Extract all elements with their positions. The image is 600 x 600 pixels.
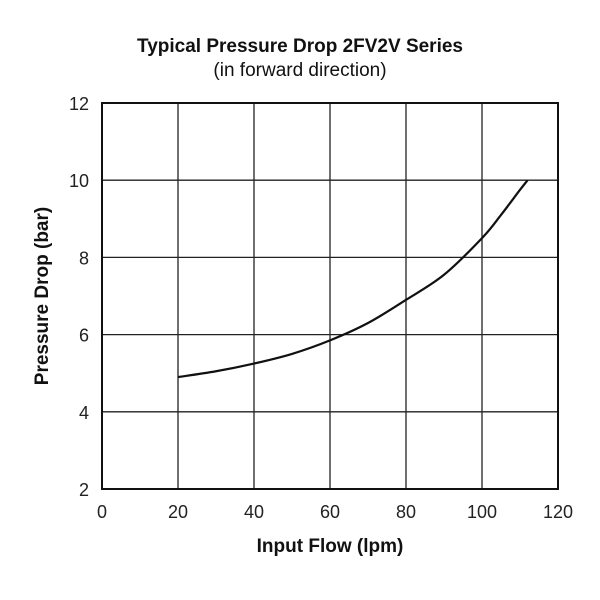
y-axis-label: Pressure Drop (bar) (32, 207, 53, 385)
x-tick-label: 20 (168, 502, 188, 522)
x-tick-label: 120 (543, 502, 573, 522)
x-tick-label: 0 (97, 502, 107, 522)
tick-labels: 0 20 40 60 80 100 120 2 4 6 8 10 12 (69, 94, 573, 522)
y-tick-label: 8 (79, 248, 89, 268)
x-tick-label: 100 (467, 502, 497, 522)
y-tick-label: 6 (79, 326, 89, 346)
x-tick-label: 60 (320, 502, 340, 522)
grid-lines (102, 103, 558, 489)
plot-frame (101, 102, 559, 490)
y-tick-label: 12 (69, 94, 89, 114)
y-tick-label: 10 (69, 171, 89, 191)
y-tick-label: 4 (79, 403, 89, 423)
chart-subtitle: (in forward direction) (213, 60, 387, 81)
x-tick-label: 40 (244, 502, 264, 522)
series-line-pressure-drop (177, 179, 529, 379)
x-axis-label: Input Flow (lpm) (257, 536, 404, 557)
chart-title: Typical Pressure Drop 2FV2V Series (137, 36, 463, 57)
x-tick-label: 80 (396, 502, 416, 522)
y-tick-label: 2 (79, 480, 89, 500)
